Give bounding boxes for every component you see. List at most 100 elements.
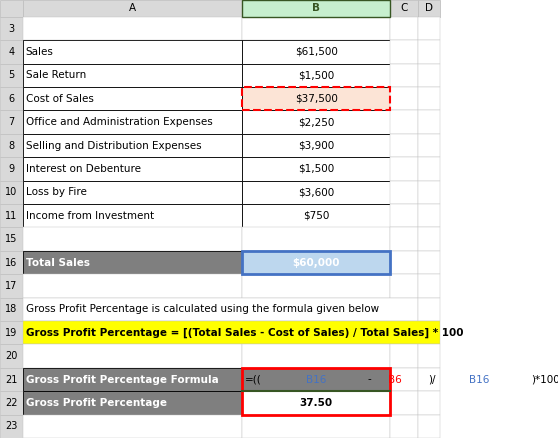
Bar	[23, 87, 242, 110]
Bar	[23, 391, 242, 415]
Bar	[0, 251, 23, 274]
Bar	[418, 110, 440, 134]
Bar	[0, 110, 23, 134]
Bar	[0, 321, 23, 344]
Bar	[0, 17, 23, 40]
Text: 3: 3	[8, 24, 15, 34]
Bar	[418, 134, 440, 157]
Text: Loss by Fire: Loss by Fire	[26, 187, 86, 198]
Bar	[242, 87, 391, 110]
Text: $1,500: $1,500	[298, 164, 334, 174]
Bar	[418, 251, 440, 274]
Bar	[23, 297, 418, 321]
Bar	[242, 64, 391, 87]
Bar	[391, 391, 418, 415]
Bar	[0, 274, 23, 297]
Bar	[0, 0, 23, 17]
Bar	[23, 0, 242, 17]
Bar	[23, 274, 242, 297]
Bar	[0, 40, 23, 64]
Bar	[242, 134, 391, 157]
Text: Interest on Debenture: Interest on Debenture	[26, 164, 141, 174]
Text: B6: B6	[388, 374, 401, 385]
Text: D: D	[425, 4, 433, 14]
Bar	[242, 17, 391, 40]
Text: 15: 15	[5, 234, 18, 244]
Bar	[418, 180, 440, 204]
Bar	[23, 64, 242, 87]
Bar	[391, 274, 418, 297]
Bar	[23, 227, 242, 251]
Bar	[0, 227, 23, 251]
Text: $750: $750	[303, 211, 329, 221]
Bar	[0, 415, 23, 438]
Text: 20: 20	[5, 351, 18, 361]
Text: $2,250: $2,250	[298, 117, 334, 127]
Bar	[242, 344, 391, 368]
Bar	[23, 368, 242, 391]
Bar	[242, 251, 391, 274]
Text: =((: =((	[244, 374, 261, 385]
Bar	[418, 87, 440, 110]
Bar	[0, 134, 23, 157]
Text: 5: 5	[8, 71, 15, 80]
Text: 16: 16	[6, 258, 17, 268]
Text: 11: 11	[6, 211, 17, 221]
Text: 7: 7	[8, 117, 15, 127]
Bar	[418, 297, 440, 321]
Bar	[391, 17, 418, 40]
Text: 23: 23	[5, 421, 18, 431]
Text: B16: B16	[469, 374, 490, 385]
Bar	[391, 0, 418, 17]
Bar	[23, 415, 242, 438]
Bar	[23, 251, 242, 274]
Bar	[242, 157, 391, 180]
Text: $3,600: $3,600	[298, 187, 334, 198]
Bar	[391, 134, 418, 157]
Bar	[23, 157, 242, 180]
Bar	[0, 64, 23, 87]
Bar	[23, 204, 242, 227]
Text: Gross Profit Percentage: Gross Profit Percentage	[26, 398, 166, 408]
Text: -: -	[367, 374, 371, 385]
Text: Total Sales: Total Sales	[26, 258, 89, 268]
Text: Sales: Sales	[26, 47, 54, 57]
Text: 10: 10	[6, 187, 17, 198]
Bar	[418, 274, 440, 297]
Text: 17: 17	[5, 281, 18, 291]
Bar	[391, 87, 418, 110]
Text: C: C	[401, 4, 408, 14]
Bar	[0, 87, 23, 110]
Text: Gross Profit Percentage is calculated using the formula given below: Gross Profit Percentage is calculated us…	[26, 304, 379, 314]
Bar	[391, 204, 418, 227]
Bar	[418, 344, 440, 368]
Bar	[242, 274, 391, 297]
Text: $61,500: $61,500	[295, 47, 338, 57]
Bar	[242, 87, 391, 110]
Bar	[242, 368, 391, 415]
Bar	[0, 391, 23, 415]
Bar	[391, 415, 418, 438]
Text: Gross Profit Percentage Formula: Gross Profit Percentage Formula	[26, 374, 218, 385]
Bar	[23, 40, 242, 64]
Text: $3,900: $3,900	[298, 141, 334, 151]
Text: Cost of Sales: Cost of Sales	[26, 94, 93, 104]
Text: Sale Return: Sale Return	[26, 71, 86, 80]
Bar	[23, 134, 242, 157]
Bar	[418, 17, 440, 40]
Bar	[418, 391, 440, 415]
Bar	[242, 415, 391, 438]
Bar	[418, 0, 440, 17]
Text: Gross Profit Percentage = [(Total Sales - Cost of Sales) / Total Sales] * 100: Gross Profit Percentage = [(Total Sales …	[26, 328, 463, 338]
Text: 21: 21	[5, 374, 18, 385]
Text: B: B	[312, 4, 320, 14]
Bar	[23, 180, 242, 204]
Bar	[23, 344, 242, 368]
Bar	[242, 40, 391, 64]
Bar	[242, 391, 391, 415]
Bar	[0, 344, 23, 368]
Bar	[391, 40, 418, 64]
Bar	[391, 227, 418, 251]
Text: $60,000: $60,000	[292, 258, 340, 268]
Bar	[242, 251, 391, 274]
